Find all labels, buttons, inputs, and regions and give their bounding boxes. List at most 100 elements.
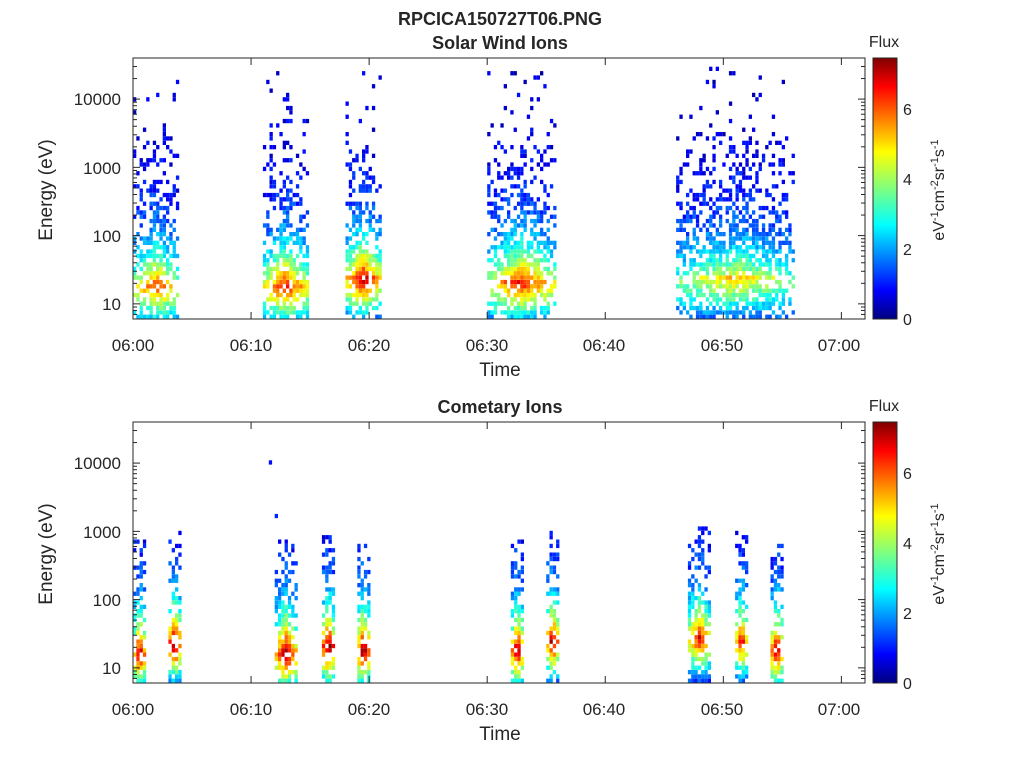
heatmap-cell: [732, 240, 736, 245]
heatmap-cell: [295, 227, 300, 232]
heatmap-cell: [493, 214, 498, 219]
heatmap-cell: [325, 678, 329, 683]
heatmap-cell: [536, 232, 540, 237]
heatmap-cell: [139, 583, 143, 588]
colorbar-tick: 6: [903, 102, 912, 119]
heatmap-cell: [702, 197, 706, 202]
heatmap-cell: [549, 284, 554, 289]
heatmap-cell: [513, 292, 517, 298]
heatmap-cell: [295, 284, 300, 289]
heatmap-cell: [282, 236, 286, 241]
heatmap-cell: [284, 591, 288, 596]
heatmap-cell: [166, 292, 170, 298]
heatmap-cell: [328, 548, 332, 553]
heatmap-cell: [371, 214, 376, 219]
heatmap-cell: [367, 670, 371, 675]
heatmap-cell: [520, 301, 524, 306]
heatmap-cell: [514, 670, 518, 675]
heatmap-cell: [712, 266, 716, 272]
heatmap-cell: [291, 548, 295, 553]
heatmap-cell: [755, 97, 759, 102]
heatmap-cell: [507, 201, 511, 206]
heatmap-cell: [526, 210, 531, 215]
heatmap-cell: [371, 127, 376, 132]
heatmap-cell: [331, 591, 336, 596]
heatmap-cell: [520, 587, 524, 592]
heatmap-cell: [503, 310, 507, 315]
heatmap-cell: [697, 600, 702, 605]
heatmap-cell: [553, 301, 557, 306]
heatmap-cell: [289, 105, 293, 111]
heatmap-cell: [768, 275, 772, 280]
heatmap-cell: [513, 171, 517, 176]
heatmap-cell: [278, 661, 282, 666]
heatmap-cell: [546, 310, 550, 315]
heatmap-cell: [695, 240, 700, 245]
heatmap-cell: [365, 240, 369, 245]
heatmap-cell: [500, 232, 504, 237]
heatmap-cell: [493, 262, 498, 267]
heatmap-cell: [745, 158, 749, 163]
heatmap-cell: [500, 284, 504, 289]
heatmap-cell: [286, 279, 290, 285]
heatmap-cell: [738, 279, 743, 285]
heatmap-cell: [136, 670, 140, 675]
heatmap-cell: [543, 162, 547, 167]
heatmap-cell: [712, 145, 716, 150]
heatmap-cell: [780, 635, 784, 640]
heatmap-cell: [755, 245, 759, 250]
heatmap-cell: [289, 232, 293, 237]
heatmap-cell: [707, 652, 711, 657]
heatmap-cell: [556, 539, 560, 544]
heatmap-cell: [546, 249, 550, 254]
heatmap-cell: [745, 140, 749, 145]
heatmap-cell: [785, 253, 789, 259]
heatmap-cell: [732, 262, 736, 267]
heatmap-cell: [367, 665, 371, 670]
heatmap-cell: [520, 630, 524, 636]
heatmap-cell: [745, 604, 749, 609]
heatmap-cell: [742, 175, 746, 180]
heatmap-cell: [752, 232, 756, 237]
heatmap-cell: [771, 223, 776, 228]
heatmap-cell: [133, 271, 137, 276]
heatmap-cell: [785, 197, 789, 202]
heatmap-cell: [719, 197, 723, 202]
heatmap-cell: [274, 569, 278, 575]
heatmap-cell: [168, 539, 172, 544]
heatmap-cell: [701, 552, 705, 557]
heatmap-cell: [286, 223, 290, 228]
heatmap-cell: [278, 635, 282, 640]
heatmap-cell: [709, 171, 713, 176]
heatmap-cell: [142, 145, 147, 150]
heatmap-cell: [758, 92, 762, 98]
heatmap-cell: [687, 639, 692, 644]
heatmap-cell: [325, 578, 329, 583]
heatmap-cell: [378, 266, 382, 272]
heatmap-cell: [371, 105, 376, 111]
heatmap-cell: [788, 171, 792, 176]
heatmap-cell: [742, 153, 746, 158]
heatmap-cell: [497, 301, 501, 306]
heatmap-cell: [523, 258, 527, 263]
heatmap-cell: [510, 574, 515, 579]
heatmap-cell: [530, 232, 534, 237]
heatmap-cell: [331, 604, 336, 609]
heatmap-cell: [546, 205, 550, 211]
heatmap-cell: [549, 535, 553, 540]
heatmap-cell: [722, 132, 726, 137]
heatmap-cell: [552, 670, 557, 675]
heatmap-cell: [503, 297, 507, 302]
heatmap-cell: [699, 284, 703, 289]
heatmap-cell: [777, 569, 781, 575]
heatmap-cell: [553, 266, 557, 272]
heatmap-cell: [738, 249, 743, 254]
heatmap-cell: [328, 678, 332, 683]
heatmap-cell: [282, 288, 286, 293]
heatmap-cell: [699, 266, 703, 272]
heatmap-cell: [510, 613, 515, 618]
heatmap-cell: [552, 609, 557, 614]
heatmap-cell: [331, 661, 336, 666]
heatmap-cell: [695, 236, 700, 241]
heatmap-cell: [755, 236, 759, 241]
